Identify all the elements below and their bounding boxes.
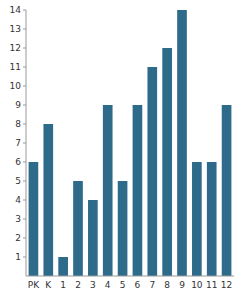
bar bbox=[58, 257, 68, 276]
y-tick bbox=[23, 200, 26, 201]
y-tick bbox=[23, 48, 26, 49]
y-tick bbox=[23, 238, 26, 239]
y-tick-label: 2 bbox=[15, 233, 21, 243]
y-tick-label: 4 bbox=[15, 195, 21, 205]
bar bbox=[29, 162, 39, 276]
y-tick bbox=[23, 219, 26, 220]
x-tick-label: 12 bbox=[221, 280, 232, 290]
y-tick bbox=[23, 181, 26, 182]
y-tick-label: 3 bbox=[15, 214, 21, 224]
bars bbox=[29, 10, 232, 276]
chart: 1234567891011121314PKK123456789101112 bbox=[0, 0, 240, 296]
y-tick-label: 12 bbox=[10, 43, 21, 53]
y-tick-label: 6 bbox=[15, 157, 21, 167]
x-tick-label: 3 bbox=[90, 280, 96, 290]
x-tick-label: 4 bbox=[105, 280, 111, 290]
y-tick-label: 11 bbox=[10, 62, 21, 72]
x-axis-line bbox=[26, 276, 234, 277]
bar bbox=[118, 181, 128, 276]
bar bbox=[88, 200, 98, 276]
y-tick-label: 1 bbox=[15, 252, 21, 262]
x-tick-label: 2 bbox=[75, 280, 81, 290]
bar bbox=[207, 162, 217, 276]
y-tick bbox=[23, 86, 26, 87]
y-tick-label: 10 bbox=[10, 81, 22, 91]
y-tick-label: 5 bbox=[15, 176, 21, 186]
x-tick-label: 5 bbox=[120, 280, 126, 290]
bar bbox=[177, 10, 187, 276]
y-tick bbox=[23, 143, 26, 144]
bar bbox=[103, 105, 113, 276]
y-tick bbox=[23, 162, 26, 163]
y-tick-label: 7 bbox=[15, 138, 21, 148]
y-tick bbox=[23, 10, 26, 11]
y-tick-label: 13 bbox=[10, 24, 21, 34]
bar bbox=[133, 105, 143, 276]
bar bbox=[222, 105, 232, 276]
bar bbox=[43, 124, 53, 276]
x-tick-label: 1 bbox=[60, 280, 66, 290]
bar bbox=[73, 181, 83, 276]
x-tick-label: PK bbox=[28, 280, 40, 290]
y-tick bbox=[23, 124, 26, 125]
x-tick-label: 10 bbox=[191, 280, 203, 290]
y-tick-label: 14 bbox=[10, 5, 22, 15]
x-tick-label: 6 bbox=[135, 280, 141, 290]
x-tick-label: 11 bbox=[206, 280, 217, 290]
y-tick bbox=[23, 29, 26, 30]
y-tick bbox=[23, 257, 26, 258]
bar bbox=[147, 67, 157, 276]
x-tick-label: 9 bbox=[179, 280, 185, 290]
x-tick-label: 8 bbox=[164, 280, 170, 290]
bar bbox=[162, 48, 172, 276]
y-tick bbox=[23, 105, 26, 106]
x-tick-label: 7 bbox=[149, 280, 155, 290]
background bbox=[0, 0, 240, 296]
y-tick bbox=[23, 67, 26, 68]
y-tick-label: 9 bbox=[15, 100, 21, 110]
bar bbox=[192, 162, 202, 276]
x-tick-label: K bbox=[45, 280, 52, 290]
y-tick-label: 8 bbox=[15, 119, 21, 129]
